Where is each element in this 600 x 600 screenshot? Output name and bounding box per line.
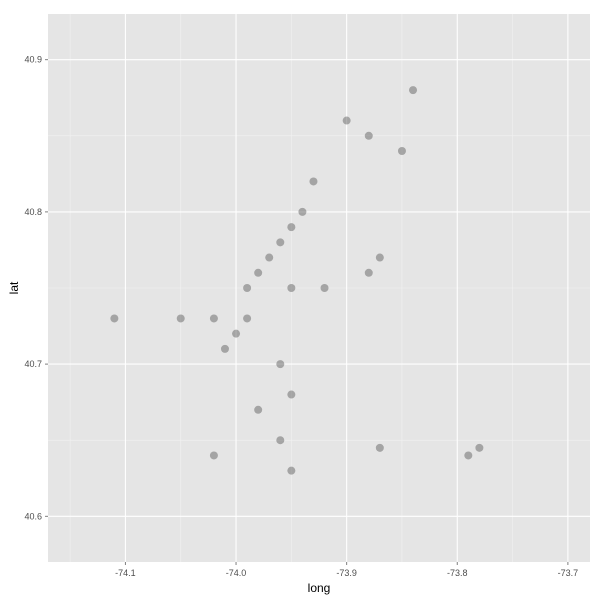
data-point (375, 443, 384, 452)
y-tick-label: 40.7 (24, 359, 42, 369)
y-tick-label: 40.8 (24, 207, 42, 217)
y-axis-ticks: 40.6 40.7 40.8 40.9 (24, 55, 48, 521)
data-point (475, 443, 484, 452)
minor-gridlines (48, 14, 590, 562)
data-point (309, 177, 318, 186)
data-point (209, 314, 218, 323)
data-point (464, 451, 473, 460)
data-point (397, 147, 406, 155)
data-point (409, 86, 418, 95)
y-axis-title: lat (7, 281, 21, 294)
x-axis-title: long (308, 581, 331, 595)
data-point (364, 131, 373, 140)
data-point (287, 284, 296, 292)
data-point (287, 466, 296, 475)
data-point (254, 268, 263, 277)
data-point (276, 436, 285, 445)
x-tick-label: -73.9 (336, 568, 357, 578)
data-point (110, 314, 119, 323)
data-point (209, 451, 218, 460)
data-point (265, 253, 274, 262)
x-tick-label: -74.0 (226, 568, 247, 578)
y-tick-label: 40.6 (24, 511, 42, 521)
major-gridlines (48, 14, 590, 562)
data-point (176, 314, 185, 323)
x-tick-label: -73.8 (447, 568, 468, 578)
data-point (276, 238, 285, 247)
data-point (276, 360, 285, 369)
data-point (364, 268, 373, 277)
data-point (287, 390, 296, 399)
data-point (320, 284, 329, 292)
data-point (287, 223, 296, 232)
data-point (254, 405, 263, 414)
data-point (375, 253, 384, 262)
data-points (110, 86, 484, 475)
data-point (232, 329, 241, 338)
data-point (220, 344, 229, 353)
x-tick-label: -74.1 (115, 568, 136, 578)
data-point (342, 116, 351, 125)
x-tick-label: -73.7 (558, 568, 579, 578)
data-point (243, 314, 252, 323)
y-tick-label: 40.9 (24, 55, 42, 65)
x-axis-ticks: -74.1 -74.0 -73.9 -73.8 -73.7 (115, 562, 578, 578)
data-point (298, 207, 307, 216)
data-point (243, 284, 252, 292)
